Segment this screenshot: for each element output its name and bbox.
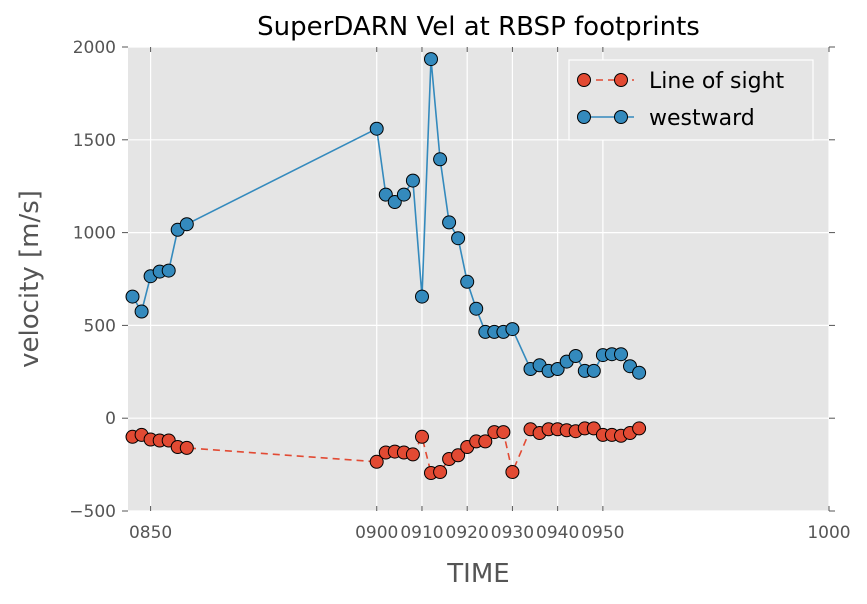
data-point — [451, 448, 466, 463]
series-group — [125, 52, 647, 480]
data-point — [369, 454, 384, 469]
series-1 — [125, 421, 647, 480]
y-tick-label: 0 — [105, 409, 116, 429]
legend-marker — [614, 73, 628, 87]
data-point — [125, 289, 140, 304]
y-tick-label: 1000 — [73, 224, 116, 244]
data-point — [632, 421, 647, 436]
x-tick-label: 0920 — [446, 523, 489, 543]
legend-marker — [614, 110, 628, 124]
data-point — [442, 215, 457, 230]
legend-item: westward — [577, 106, 755, 131]
x-tick-label: 0910 — [400, 523, 443, 543]
data-point — [451, 231, 466, 246]
data-point — [405, 173, 420, 188]
y-axis-label: velocity [m/s] — [15, 190, 45, 368]
x-tick-label: 1000 — [807, 523, 850, 543]
data-point — [614, 347, 628, 362]
legend-item: Line of sight — [577, 69, 785, 94]
data-point — [586, 363, 601, 378]
data-point — [433, 465, 448, 479]
legend-label: Line of sight — [649, 69, 785, 94]
chart-title: SuperDARN Vel at RBSP footprints — [257, 12, 700, 42]
data-point — [496, 425, 511, 440]
data-point — [369, 121, 384, 136]
data-point — [134, 304, 149, 319]
data-point — [415, 289, 429, 304]
data-point — [568, 349, 583, 363]
y-tick-label: −500 — [69, 502, 116, 522]
x-axis-label: TIME — [446, 559, 509, 589]
data-point — [396, 187, 411, 202]
series-2 — [125, 52, 647, 380]
x-tick-label: 0850 — [129, 523, 172, 543]
data-point — [424, 52, 438, 67]
data-point — [415, 429, 429, 444]
data-point — [179, 217, 194, 232]
legend-box — [568, 59, 814, 141]
data-point — [378, 187, 393, 202]
data-point — [405, 447, 420, 462]
data-point — [505, 465, 520, 479]
data-point — [433, 152, 448, 167]
legend-label: westward — [649, 106, 755, 131]
data-point — [478, 434, 493, 449]
data-point — [632, 365, 647, 380]
data-point — [387, 195, 402, 209]
legend: Line of sight westward — [568, 59, 814, 141]
legend-marker — [577, 73, 591, 87]
data-point — [505, 322, 520, 337]
y-tick-label: 1500 — [73, 131, 116, 151]
data-point — [179, 440, 194, 455]
ticks: 0850 0900 0910 0920 0930 0940 0950 1000 −500 0 500… — [69, 38, 850, 543]
x-tick-label: 0950 — [581, 523, 624, 543]
data-point — [460, 274, 475, 289]
x-tick-label: 0900 — [355, 523, 398, 543]
y-tick-label: 2000 — [73, 38, 116, 58]
x-tick-label: 0930 — [491, 523, 534, 543]
y-tick-label: 500 — [84, 316, 116, 336]
data-point — [550, 362, 565, 376]
legend-marker — [577, 110, 591, 124]
x-tick-label: 0940 — [536, 523, 579, 543]
data-point — [161, 263, 176, 278]
data-point — [469, 301, 484, 316]
